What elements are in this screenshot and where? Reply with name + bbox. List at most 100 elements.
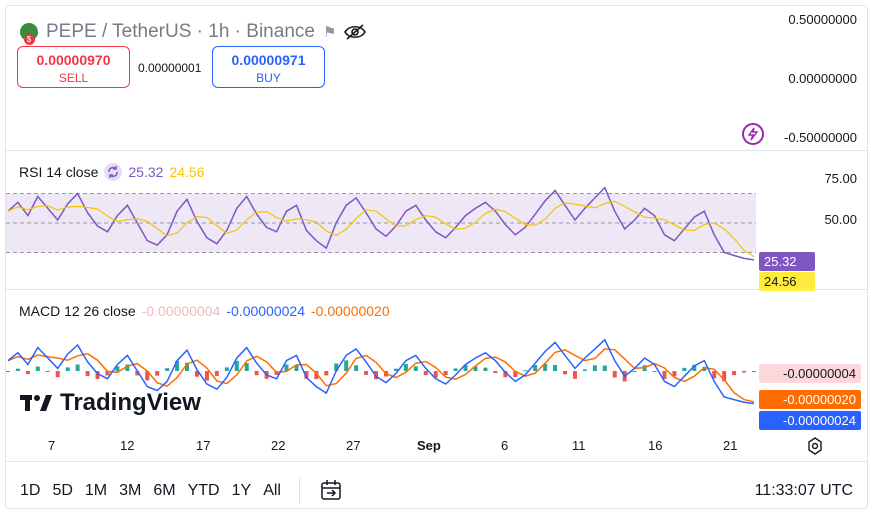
range-5d-button[interactable]: 5D [52, 482, 73, 499]
macd-hist-bar [632, 371, 637, 372]
macd-hist-bar [483, 367, 488, 371]
symbol-header[interactable]: PEPE / TetherUS · 1h · Binance ⚑ [20, 21, 367, 45]
rsi-ma-line [7, 200, 755, 258]
macd-hist-bar [473, 366, 478, 371]
macd-label: MACD 12 26 close [19, 303, 136, 319]
macd-hist-bar [25, 371, 30, 375]
x-axis-label: 17 [196, 438, 211, 453]
macd-hist-bar [244, 362, 249, 371]
x-axis-label: 12 [120, 438, 135, 453]
range-toolbar: 1D 5D 1M 3M 6M YTD 1Y All [20, 478, 344, 504]
sell-button[interactable]: 0.00000970 SELL [17, 46, 130, 88]
macd-hist-bar [692, 364, 697, 371]
lightning-icon[interactable] [742, 123, 764, 145]
x-axis-label: 6 [501, 438, 509, 453]
settings-icon[interactable] [806, 437, 824, 455]
macd-hist-bar [413, 366, 418, 371]
macd-hist-bar [493, 371, 498, 374]
macd-hist-bar [453, 368, 458, 371]
macd-hist-bar [572, 371, 577, 379]
sell-price: 0.00000970 [36, 52, 111, 68]
x-axis-label: 21 [723, 438, 738, 453]
rsi-plot[interactable] [6, 156, 761, 286]
price-axis-label: 0.00000000 [788, 71, 857, 86]
price-axis-label: 0.50000000 [788, 12, 857, 27]
macd-hist-bar [214, 371, 219, 376]
range-all-button[interactable]: All [263, 482, 281, 499]
date-range-icon[interactable] [318, 478, 344, 504]
macd-hist-bar [533, 365, 538, 371]
macd-hist-bar [224, 367, 229, 371]
x-axis-label: Sep [417, 438, 441, 453]
macd-hist-bar [393, 368, 398, 371]
macd-hist-bar [45, 371, 50, 372]
macd-signal-value: -0.00000020 [311, 303, 390, 319]
eye-off-icon[interactable] [344, 24, 367, 40]
macd-hist-tag: -0.00000004 [759, 364, 861, 383]
x-axis-label: 16 [648, 438, 663, 453]
macd-hist-bar [563, 371, 568, 375]
macd-hist-bar [284, 364, 289, 371]
refresh-icon[interactable] [104, 163, 123, 181]
pepe-coin-icon [20, 23, 38, 45]
macd-hist-bar [354, 365, 359, 371]
range-1m-button[interactable]: 1M [84, 482, 108, 499]
buy-price: 0.00000971 [231, 52, 306, 68]
rsi-label: RSI 14 close [19, 164, 99, 180]
macd-hist-bar [712, 371, 717, 379]
macd-hist-bar [155, 371, 160, 376]
pane-separator[interactable] [6, 289, 867, 290]
macd-hist-bar [65, 367, 70, 371]
macd-hist-bar [135, 371, 140, 376]
x-axis-label: 11 [572, 438, 586, 453]
rsi-value: 25.32 [128, 164, 164, 180]
macd-signal-line [7, 348, 755, 403]
macd-plot[interactable] [6, 296, 761, 431]
x-axis-label: 22 [271, 438, 286, 453]
pane-separator[interactable] [6, 150, 867, 151]
flag-icon[interactable]: ⚑ [322, 24, 337, 41]
macd-line-value: -0.00000024 [226, 303, 305, 319]
rsi-ma-value: 24.56 [169, 164, 205, 180]
sell-label: SELL [58, 71, 89, 85]
watermark-text: TradingView [60, 389, 201, 416]
macd-legend[interactable]: MACD 12 26 close -0.00000004 -0.00000024… [19, 303, 390, 319]
macd-hist-bar [6, 371, 10, 372]
macd-hist-bar [204, 371, 209, 381]
macd-hist-bar [503, 371, 508, 378]
rsi-ma-tag: 24.56 [759, 272, 815, 291]
macd-hist-bar [553, 365, 558, 371]
macd-hist-bar [95, 371, 100, 380]
range-1d-button[interactable]: 1D [20, 482, 41, 499]
macd-hist-bar [85, 371, 90, 376]
utc-clock[interactable]: 11:33:07 UTC [754, 482, 853, 499]
macd-hist-bar [35, 366, 40, 371]
macd-hist-bar [423, 371, 428, 376]
x-axis-label: 7 [48, 438, 56, 453]
buy-label: BUY [256, 71, 281, 85]
range-1y-button[interactable]: 1Y [231, 482, 252, 499]
rsi-line [7, 186, 755, 261]
rsi-legend[interactable]: RSI 14 close 25.32 24.56 [19, 163, 204, 181]
macd-hist-bar [742, 371, 747, 373]
macd-hist-bar [652, 371, 657, 372]
macd-hist-bar [433, 371, 438, 378]
range-6m-button[interactable]: 6M [153, 482, 176, 499]
macd-hist-bar [732, 371, 737, 376]
macd-hist-bar [582, 369, 587, 371]
tradingview-logo[interactable]: TradingView [20, 389, 201, 417]
rsi-value-tag: 25.32 [759, 252, 815, 271]
macd-hist-value: -0.00000004 [141, 303, 221, 319]
macd-hist-bar [702, 366, 707, 371]
macd-hist-bar [254, 371, 259, 376]
macd-hist-bar [513, 371, 518, 377]
range-ytd-button[interactable]: YTD [187, 482, 220, 499]
macd-hist-bar [752, 371, 756, 373]
macd-hist-bar [105, 371, 110, 376]
symbol-title: PEPE / TetherUS · 1h · Binance [46, 21, 315, 42]
macd-hist-bar [165, 368, 170, 371]
macd-hist-bar [304, 371, 309, 379]
buy-button[interactable]: 0.00000971 BUY [212, 46, 325, 88]
range-3m-button[interactable]: 3M [119, 482, 142, 499]
macd-hist-bar [145, 371, 150, 381]
